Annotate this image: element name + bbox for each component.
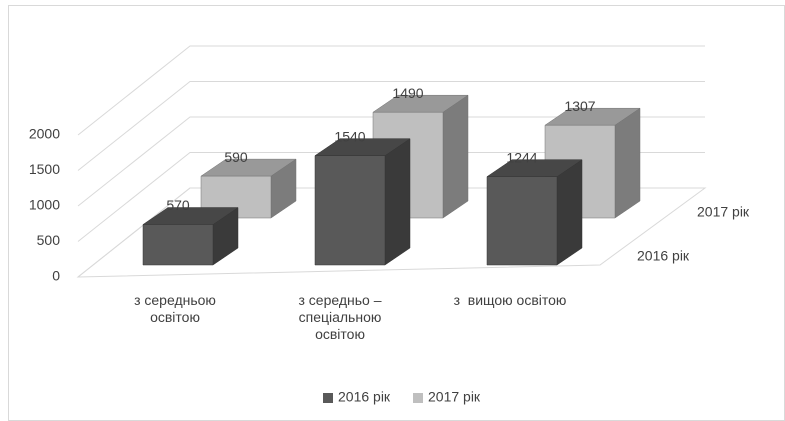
bar-side xyxy=(442,94,469,219)
x-tick-label: з середньо – спеціальною освітою xyxy=(298,292,386,342)
grid-line xyxy=(77,116,705,207)
legend-label: 2017 рік xyxy=(428,389,481,405)
depth-label: 2016 рік xyxy=(637,248,690,264)
bar-side xyxy=(384,138,411,266)
y-tick-label: 0 xyxy=(52,268,60,284)
value-label: 1540 xyxy=(334,128,365,144)
legend-swatch xyxy=(323,393,333,403)
x-tick-label: з середньою освітою xyxy=(134,292,220,325)
y-tick-label: 1000 xyxy=(29,197,60,213)
bar-front xyxy=(142,224,214,266)
grid-line xyxy=(77,81,705,171)
bar-side xyxy=(556,159,583,266)
depth-label: 2017 рік xyxy=(697,204,750,220)
bar xyxy=(486,159,583,266)
value-label: 590 xyxy=(224,149,248,165)
y-tick-label: 500 xyxy=(37,232,61,248)
value-label: 1244 xyxy=(506,149,537,165)
legend-label: 2016 рік xyxy=(338,389,391,405)
bar xyxy=(314,138,411,266)
value-label: 1490 xyxy=(392,85,423,101)
grid-line xyxy=(77,152,705,242)
bar xyxy=(142,207,239,266)
value-label: 570 xyxy=(166,197,190,213)
bar-front xyxy=(314,155,386,266)
grid-line xyxy=(77,45,705,136)
legend-swatch xyxy=(413,393,423,403)
y-tick-label: 2000 xyxy=(29,126,60,142)
y-tick-label: 1500 xyxy=(29,161,60,177)
bar-side xyxy=(614,107,641,219)
bar-front xyxy=(486,176,558,266)
value-label: 1307 xyxy=(564,98,595,114)
x-tick-label: з вищою освітою xyxy=(453,292,567,308)
